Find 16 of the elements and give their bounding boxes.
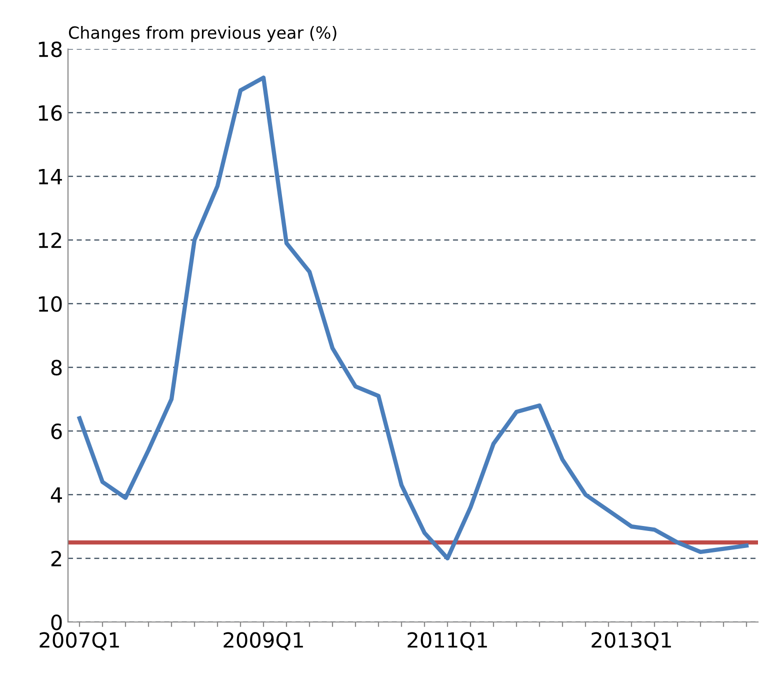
y-tick-label: 0 bbox=[51, 614, 62, 630]
y-tick-label: 14 bbox=[38, 169, 62, 184]
y-tick-label: 4 bbox=[50, 487, 62, 503]
y-tick-label: 2 bbox=[51, 550, 62, 566]
y-tick-label: 12 bbox=[38, 232, 62, 248]
y-tick-label: 16 bbox=[38, 105, 62, 121]
x-tick-label: 2011Q1 bbox=[408, 632, 487, 650]
y-tick-label: 18 bbox=[38, 41, 62, 58]
x-tick-label: 2007Q1 bbox=[40, 632, 119, 650]
y-tick-label: 10 bbox=[38, 296, 62, 312]
y-axis-title: Changes from previous year (%) bbox=[68, 26, 336, 42]
x-tick-label: 2013Q1 bbox=[592, 632, 671, 650]
y-tick-label: 8 bbox=[51, 360, 62, 376]
y-tick-label: 6 bbox=[51, 423, 62, 440]
x-tick-label: 2009Q1 bbox=[224, 632, 303, 650]
line-series bbox=[77, 76, 749, 560]
